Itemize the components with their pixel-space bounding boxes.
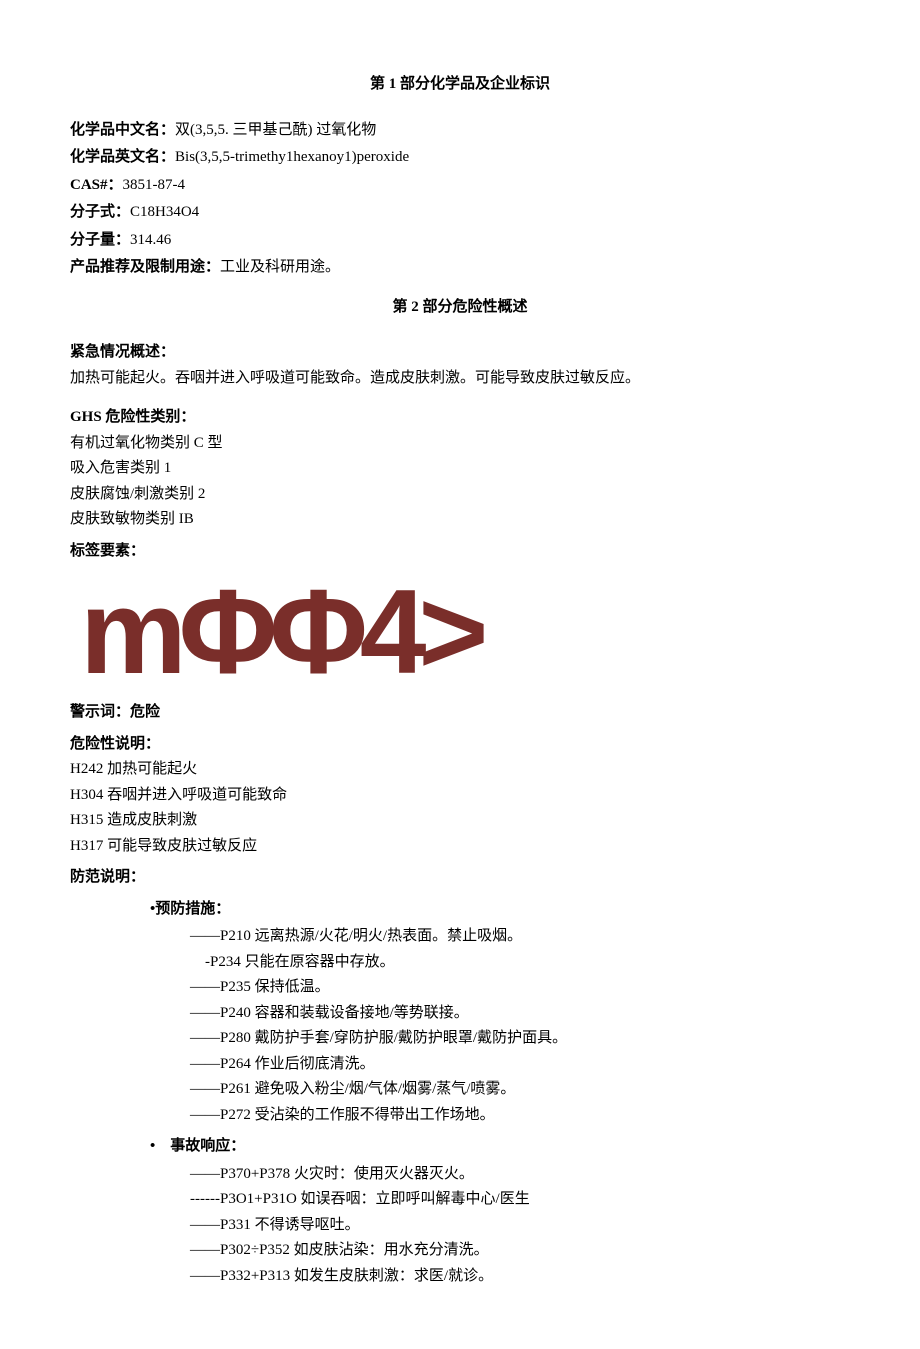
section1-title: 第 1 部分化学品及企业标识 <box>70 72 850 98</box>
response-line: ——P302÷P352 如皮肤沾染：用水充分清洗。 <box>190 1238 850 1264</box>
emergency-block: 紧急情况概述： 加热可能起火。吞咽并进入呼吸道可能致命。造成皮肤刺激。可能导致皮… <box>70 340 850 391</box>
prevention-heading: •预防措施： <box>150 897 850 923</box>
cas-label: CAS#： <box>70 177 123 193</box>
prevention-line: -P234 只能在原容器中存放。 <box>190 950 850 976</box>
section1-fields: 化学品中文名：双(3,5,5. 三甲基己酰) 过氧化物 化学品英文名：Bis(3… <box>70 118 850 281</box>
hazard-line: H317 可能导致皮肤过敏反应 <box>70 834 850 860</box>
field-name-cn: 化学品中文名：双(3,5,5. 三甲基己酰) 过氧化物 <box>70 118 850 144</box>
hazard-pictograms-icon: mΦΦ4> <box>70 572 850 692</box>
prevention-line: ——P210 远离热源/火花/明火/热表面。禁止吸烟。 <box>190 924 850 950</box>
signal-word-label: 警示词： <box>70 704 130 720</box>
signal-word-value: 危险 <box>130 704 160 720</box>
name-en-label: 化学品英文名： <box>70 149 175 165</box>
prevention-line: ——P240 容器和装载设备接地/等势联接。 <box>190 1001 850 1027</box>
name-cn-value: 双(3,5,5. 三甲基己酰) 过氧化物 <box>175 122 376 138</box>
prevention-line: ——P280 戴防护手套/穿防护服/戴防护眼罩/戴防护面具。 <box>190 1026 850 1052</box>
response-heading: • 事故响应： <box>150 1134 850 1160</box>
name-en-value: Bis(3,5,5-trimethy1hexanoy1)peroxide <box>175 149 409 165</box>
ghs-line: 有机过氧化物类别 C 型 <box>70 431 850 457</box>
prevention-line: ——P261 避免吸入粉尘/烟/气体/烟雾/蒸气/喷雾。 <box>190 1077 850 1103</box>
mw-label: 分子量： <box>70 232 130 248</box>
ghs-label: GHS 危险性类别： <box>70 405 850 431</box>
precaution-label: 防范说明： <box>70 865 850 891</box>
mw-value: 314.46 <box>130 232 171 248</box>
ghs-line: 皮肤腐蚀/刺激类别 2 <box>70 482 850 508</box>
response-line: ——P332+P313 如发生皮肤刺激：求医/就诊。 <box>190 1264 850 1290</box>
emergency-value: 加热可能起火。吞咽并进入呼吸道可能致命。造成皮肤刺激。可能导致皮肤过敏反应。 <box>70 366 850 392</box>
formula-value: C18H34O4 <box>130 204 199 220</box>
field-use: 产品推荐及限制用途：工业及科研用途。 <box>70 255 850 281</box>
field-cas: CAS#：3851-87-4 <box>70 173 850 199</box>
response-line: ------P3O1+P31O 如误吞咽：立即呼叫解毒中心/医生 <box>190 1187 850 1213</box>
name-cn-label: 化学品中文名： <box>70 122 175 138</box>
response-line: ——P331 不得诱导呕吐。 <box>190 1213 850 1239</box>
prevention-line: ——P235 保持低温。 <box>190 975 850 1001</box>
hazard-line: H242 加热可能起火 <box>70 757 850 783</box>
emergency-label: 紧急情况概述： <box>70 340 850 366</box>
hazard-line: H315 造成皮肤刺激 <box>70 808 850 834</box>
hazard-line: H304 吞咽并进入呼吸道可能致命 <box>70 783 850 809</box>
use-value: 工业及科研用途。 <box>220 259 340 275</box>
prevention-line: ——P264 作业后彻底清洗。 <box>190 1052 850 1078</box>
signal-word-line: 警示词：危险 <box>70 700 850 726</box>
use-label: 产品推荐及限制用途： <box>70 259 220 275</box>
response-group: • 事故响应： ——P370+P378 火灾时：使用灭火器灭火。 ------P… <box>150 1134 850 1289</box>
field-mw: 分子量：314.46 <box>70 228 850 254</box>
section2-title: 第 2 部分危险性概述 <box>70 295 850 321</box>
prevention-line: ——P272 受沾染的工作服不得带出工作场地。 <box>190 1103 850 1129</box>
response-line: ——P370+P378 火灾时：使用灭火器灭火。 <box>190 1162 850 1188</box>
prevention-group: •预防措施： ——P210 远离热源/火花/明火/热表面。禁止吸烟。 -P234… <box>150 897 850 1129</box>
label-elements-heading: 标签要素： <box>70 539 850 565</box>
hazard-stmt-label: 危险性说明： <box>70 732 850 758</box>
formula-label: 分子式： <box>70 204 130 220</box>
field-formula: 分子式：C18H34O4 <box>70 200 850 226</box>
cas-value: 3851-87-4 <box>123 177 186 193</box>
ghs-line: 吸入危害类别 1 <box>70 456 850 482</box>
ghs-block: GHS 危险性类别： 有机过氧化物类别 C 型 吸入危害类别 1 皮肤腐蚀/刺激… <box>70 405 850 533</box>
ghs-line: 皮肤致敏物类别 IB <box>70 507 850 533</box>
field-name-en: 化学品英文名：Bis(3,5,5-trimethy1hexanoy1)perox… <box>70 145 850 171</box>
